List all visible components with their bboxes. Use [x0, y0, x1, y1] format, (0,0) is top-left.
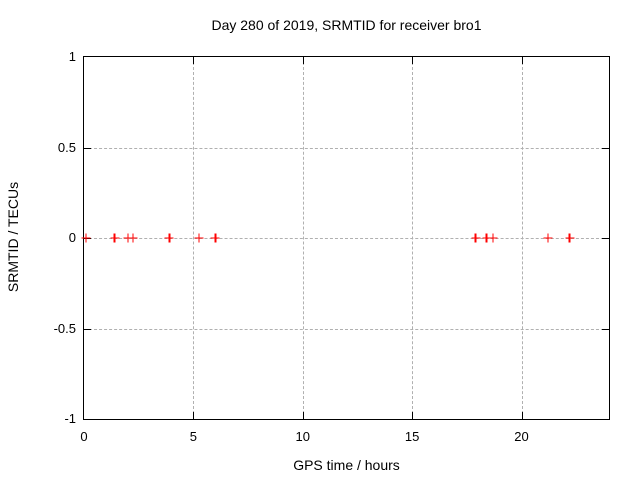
x-tick-mark [193, 412, 195, 419]
y-tick-mark [84, 147, 91, 149]
data-point-marker [565, 233, 575, 243]
y-tick-label: 0 [68, 230, 76, 245]
data-point-marker [543, 233, 553, 243]
y-tick-mark [602, 328, 609, 330]
data-point-marker [110, 233, 120, 243]
x-tick-mark [193, 57, 195, 64]
chart-title: Day 280 of 2019, SRMTID for receiver bro… [211, 17, 482, 33]
y-tick-mark [602, 147, 609, 149]
data-point-marker [123, 233, 133, 243]
data-point-marker [488, 233, 498, 243]
y-tick-mark [602, 238, 609, 239]
y-gridline [84, 328, 609, 330]
x-axis-label: GPS time / hours [293, 457, 400, 473]
y-gridline [84, 238, 609, 239]
x-tick-mark [521, 57, 523, 64]
x-tick-mark [302, 57, 304, 64]
x-tick-mark [412, 57, 414, 64]
y-tick-label: 0.5 [57, 139, 76, 155]
x-tick-label: 15 [404, 429, 420, 444]
x-tick-label: 10 [295, 429, 310, 444]
x-tick-mark [302, 412, 304, 419]
data-point-marker [164, 233, 174, 243]
y-tick-label: -1 [64, 411, 76, 426]
x-tick-label: 20 [514, 429, 529, 444]
x-tick-mark [412, 412, 414, 419]
y-gridline [84, 147, 609, 149]
data-point-marker [471, 233, 481, 243]
y-tick-mark [84, 328, 91, 330]
data-point-marker [194, 233, 204, 243]
x-tick-label: 5 [189, 429, 197, 444]
data-point-marker [128, 233, 138, 243]
plot-area [81, 56, 610, 420]
data-point-marker [210, 233, 220, 243]
data-point-marker [81, 233, 91, 243]
y-tick-label: -0.5 [53, 320, 76, 336]
x-tick-label: 0 [80, 429, 88, 444]
x-tick-mark [521, 412, 523, 419]
data-point-marker [482, 233, 491, 243]
y-tick-label: 1 [68, 49, 76, 64]
